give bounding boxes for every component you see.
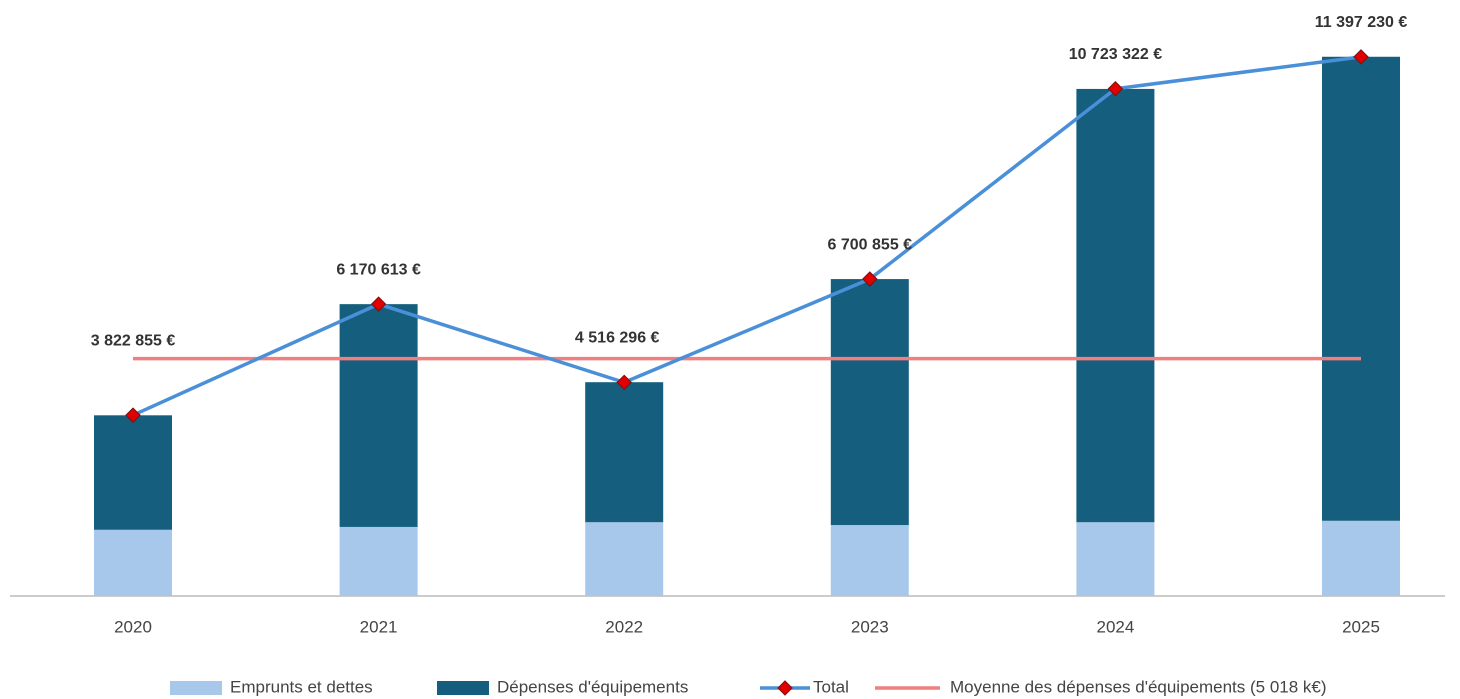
total-marker — [1353, 49, 1369, 65]
bar-segment — [585, 382, 664, 523]
total-marker — [125, 407, 141, 423]
bar-segment — [1322, 56, 1400, 521]
total-marker — [370, 296, 387, 312]
x-tick-label: 2023 — [851, 617, 889, 636]
total-marker — [616, 374, 632, 391]
data-label: 4 516 296 € — [575, 330, 660, 347]
data-label: 11 397 230 € — [1315, 14, 1408, 31]
total-marker — [862, 271, 878, 287]
x-tick-label: 2020 — [114, 617, 152, 636]
data-label: 10 723 322 € — [1069, 46, 1163, 63]
legend-marker — [777, 680, 793, 696]
legend-swatch — [437, 681, 489, 695]
bar-segment — [585, 522, 664, 596]
x-tick-label: 2024 — [1096, 617, 1134, 636]
bar-segment — [1076, 88, 1155, 523]
bar-segment — [1076, 522, 1155, 596]
total-line — [132, 55, 1362, 417]
data-label: 3 822 855 € — [91, 332, 176, 349]
bar-segment — [830, 525, 909, 596]
bar-segment — [1322, 520, 1400, 596]
x-tick-label: 2025 — [1342, 617, 1380, 636]
legend-label: Total — [813, 677, 849, 696]
x-tick-label: 2021 — [360, 617, 398, 636]
x-tick-label: 2022 — [605, 617, 643, 636]
total-marker — [1107, 80, 1124, 97]
bar-segment — [830, 279, 909, 526]
data-label: 6 700 855 € — [828, 236, 913, 253]
legend-swatch — [170, 681, 222, 695]
bar-segment — [339, 526, 418, 596]
bar-segment — [339, 304, 418, 527]
bar-segment — [94, 529, 172, 596]
legend-label: Moyenne des dépenses d'équipements (5 01… — [950, 677, 1327, 696]
legend-label: Emprunts et dettes — [230, 677, 373, 696]
bar-segment — [94, 415, 172, 530]
legend-label: Dépenses d'équipements — [497, 677, 688, 696]
data-label: 6 170 613 € — [336, 261, 421, 278]
